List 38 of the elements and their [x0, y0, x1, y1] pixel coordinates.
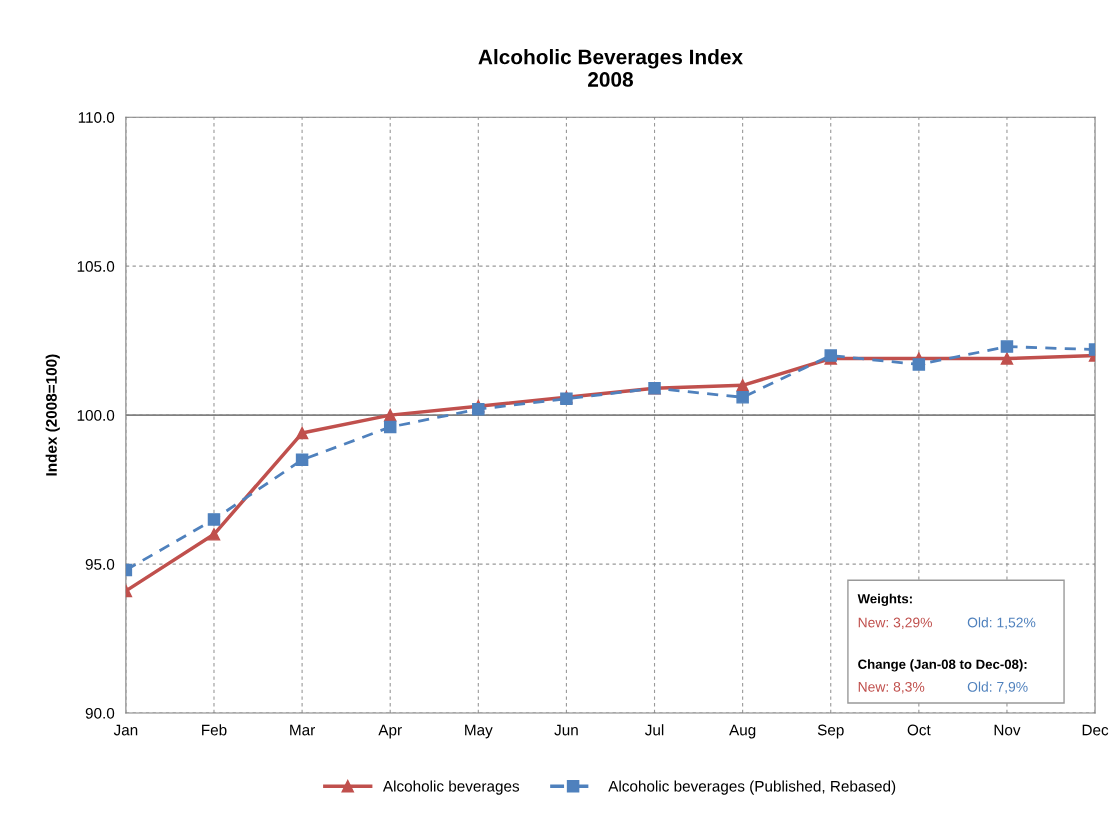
legend-label: Alcoholic beverages — [382, 780, 520, 795]
point — [295, 426, 309, 440]
point — [383, 420, 397, 434]
x-tick-label: Sep — [817, 724, 844, 739]
point — [1000, 352, 1014, 365]
x-tick-label: May — [465, 724, 493, 739]
annotation: Old: 1,52% — [967, 617, 1036, 630]
y-tick-label: 105.0 — [77, 261, 115, 272]
point — [207, 528, 221, 541]
y-tick-label: 100.0 — [77, 410, 115, 421]
y-tick-label: 110.0 — [78, 112, 115, 123]
y-axis-title: Index (2008=100) — [45, 354, 60, 476]
x-tick-label: Oct — [907, 724, 931, 736]
x-tick-label: Jan — [113, 724, 138, 736]
point — [383, 408, 397, 422]
annotation: Old: 7,9% — [967, 681, 1028, 694]
x-tick-label: Apr — [378, 724, 402, 739]
annotation: New: 3,29% — [858, 617, 932, 630]
point — [295, 453, 309, 467]
legend-label: Alcoholic beverages (Published, Rebased) — [608, 780, 896, 795]
annotation: Change (Jan-08 to Dec-08): — [858, 659, 1027, 672]
annotation: Weights: — [857, 593, 912, 607]
y-tick-label: 95.0 — [85, 558, 115, 570]
point — [207, 513, 221, 526]
y-tick-label: 90.0 — [85, 707, 115, 719]
x-tick-label: Nov — [994, 724, 1021, 736]
point — [736, 391, 749, 404]
x-tick-label: Aug — [729, 724, 756, 739]
annotation: New: 8,3% — [858, 681, 925, 694]
point — [736, 379, 749, 392]
chart-title: Alcoholic Beverages Index 2008 — [478, 49, 743, 87]
x-tick-label: Dec — [1082, 724, 1109, 736]
x-tick-label: Mar — [290, 724, 315, 736]
point — [1000, 340, 1014, 353]
x-tick-label: Jul — [645, 724, 664, 736]
x-tick-label: Feb — [202, 724, 227, 736]
x-tick-label: Jun — [554, 724, 578, 736]
point — [912, 358, 926, 371]
